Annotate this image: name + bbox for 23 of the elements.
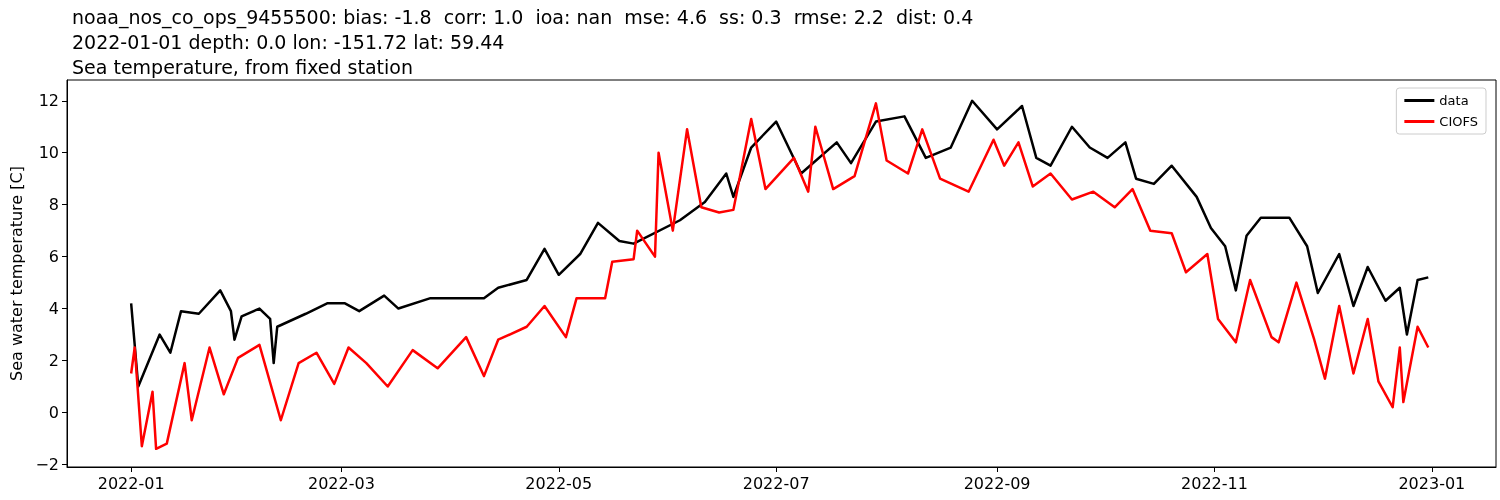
legend-label: CIOFS: [1439, 114, 1479, 129]
y-tick-label: −2: [35, 454, 59, 474]
y-tick-label: 6: [48, 247, 59, 267]
chart-title: noaa_nos_co_ops_9455500: bias: -1.8 corr: 1.0 ioa: nan mse: 4.6 ss: 0.3 rmse: 2.2 dist: 0.4: [72, 5, 974, 29]
x-tick-label: 2022-07: [742, 473, 810, 493]
y-axis-title: Sea water temperature [C]: [7, 166, 27, 381]
line-series: [129, 99, 1430, 388]
text: Sea temperature, from fixed station: [72, 55, 413, 78]
x-tick-label: 2022-03: [307, 473, 375, 493]
y-tick-label: 10: [38, 143, 59, 163]
y-tick-label: 8: [48, 195, 59, 215]
legend-label: data: [1439, 93, 1469, 108]
x-tick-label: 2022-11: [1181, 473, 1248, 493]
x-tick-label: 2022-09: [963, 473, 1031, 493]
y-tick-label: 12: [38, 91, 59, 111]
y-tick-label: 2: [48, 351, 59, 371]
line-series: [129, 102, 1430, 451]
y-tick-label: 4: [48, 299, 59, 319]
y-tick-label: 0: [48, 402, 59, 422]
x-tick-label: 2022-05: [525, 473, 593, 493]
x-tick-label: 2022-01: [97, 473, 165, 493]
x-tick-label: 2023-01: [1398, 473, 1466, 493]
chart-subtitle: 2022-01-01 depth: 0.0 lon: -151.72 lat: 59.44: [72, 30, 505, 53]
